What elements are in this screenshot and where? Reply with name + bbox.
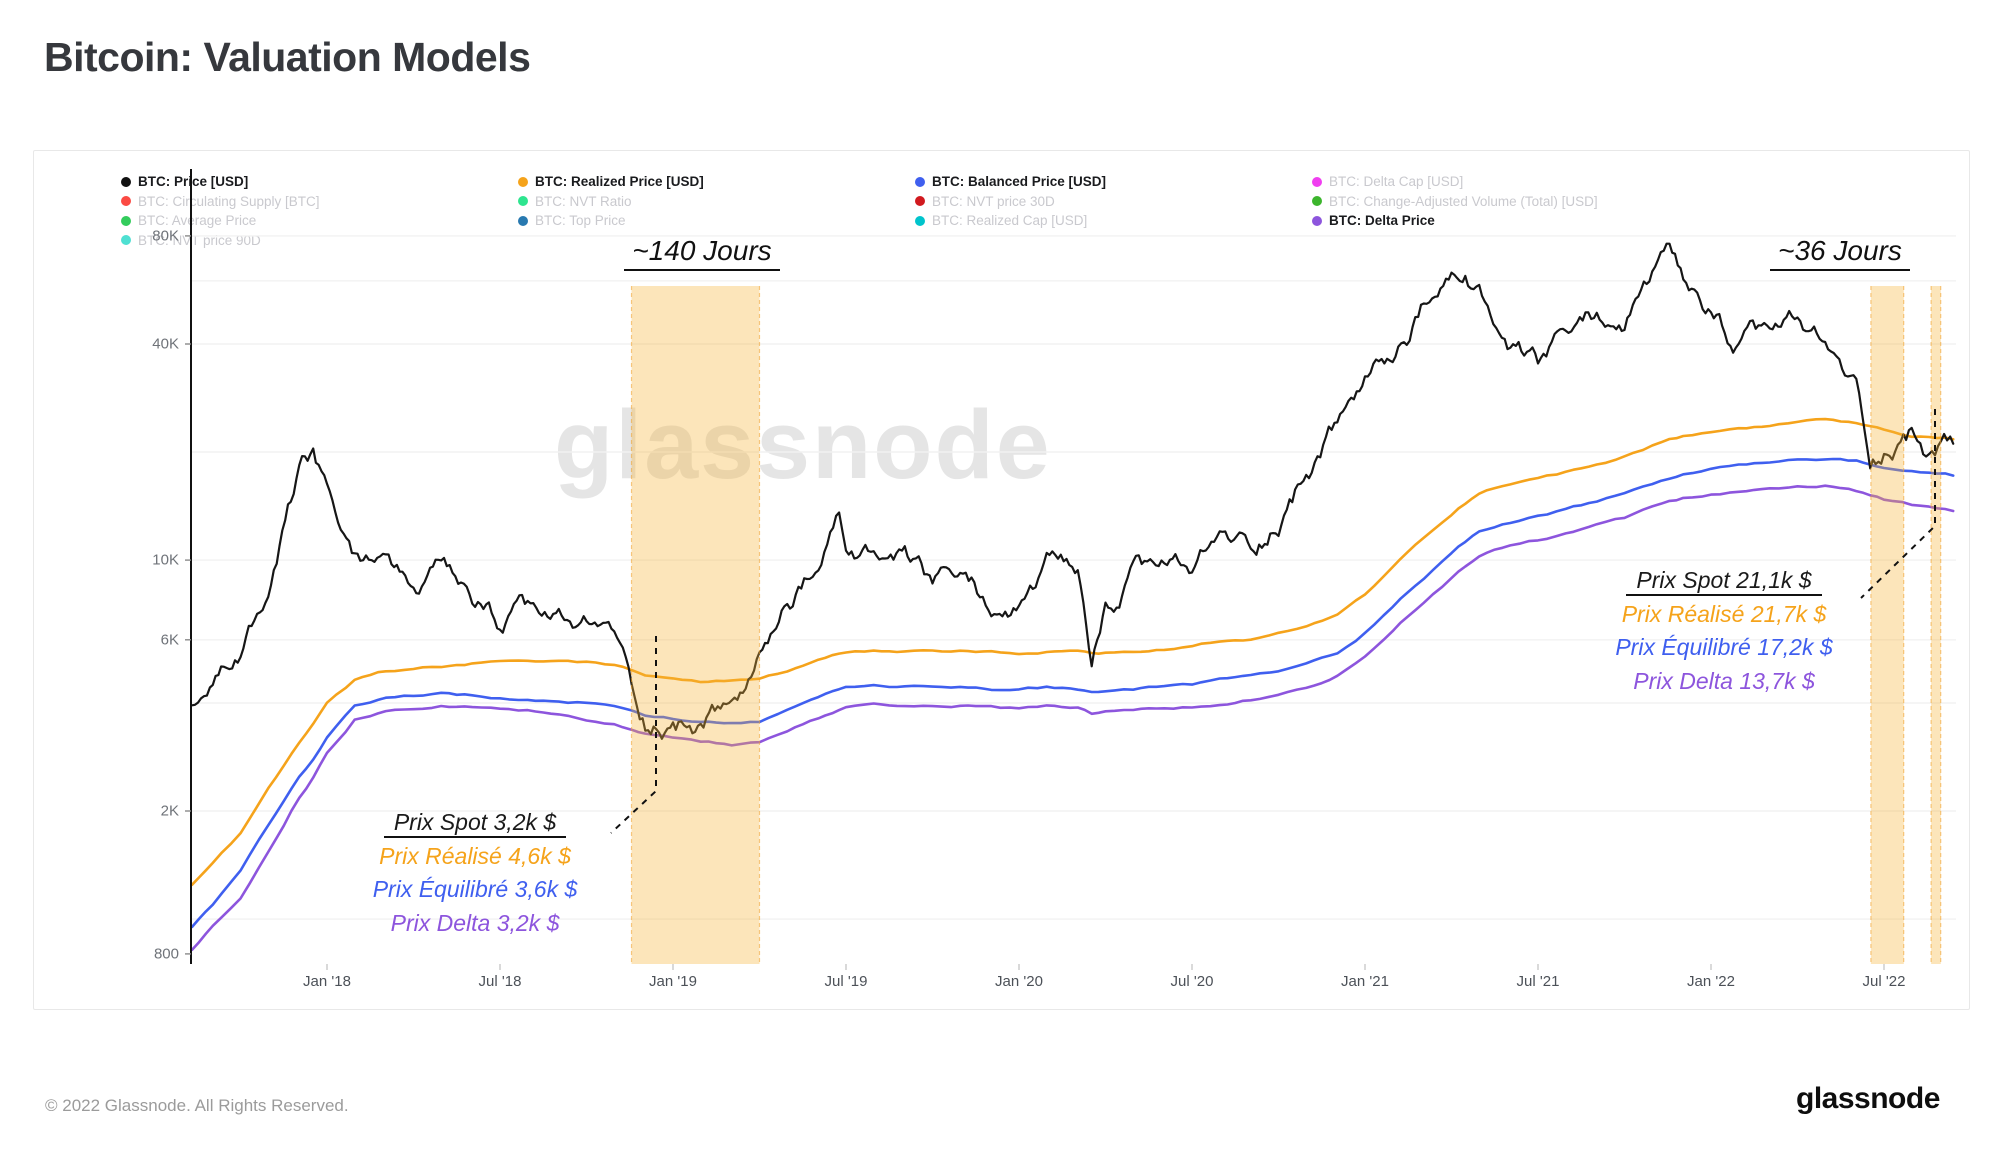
- legend-dot-icon: [915, 215, 925, 226]
- legend-dot-icon: [1312, 196, 1322, 207]
- y-axis-tick-label: 2K: [160, 802, 179, 820]
- copyright-text: © 2022 Glassnode. All Rights Reserved.: [45, 1096, 349, 1115]
- callout-line-delta: Prix Delta 13,7k $: [1633, 667, 1815, 694]
- highlight-band: [631, 286, 760, 964]
- legend-dot-icon: [1312, 176, 1322, 187]
- series-line: [191, 242, 1955, 740]
- legend-dot-icon: [121, 176, 131, 187]
- legend-item[interactable]: BTC: Average Price: [121, 211, 320, 231]
- leader-line-right: [1860, 409, 1936, 599]
- x-axis-tick-label: Jul '21: [1516, 973, 1560, 990]
- y-axis-tick-label: 6K: [160, 631, 179, 649]
- legend-item-label: BTC: NVT price 30D: [932, 193, 1055, 209]
- callout-line-realise: Prix Réalisé 4,6k $: [379, 842, 571, 869]
- legend-dot-icon: [518, 215, 528, 226]
- x-axis-tick-label: Jul '19: [824, 973, 868, 990]
- legend-item[interactable]: BTC: NVT Ratio: [518, 192, 704, 212]
- legend-item[interactable]: BTC: Balanced Price [USD]: [915, 172, 1106, 192]
- x-axis-tick-label: Jan '22: [1687, 973, 1735, 990]
- y-axis-tick-label: 10K: [152, 551, 179, 569]
- legend-item[interactable]: BTC: Change-Adjusted Volume (Total) [USD…: [1312, 192, 1598, 212]
- plot-area: [185, 169, 1956, 970]
- legend-item[interactable]: BTC: Circulating Supply [BTC]: [121, 192, 320, 212]
- callout-line-equilibre: Prix Équilibré 3,6k $: [372, 876, 578, 902]
- callout-2022-values: Prix Spot 21,1k $ Prix Réalisé 21,7k $ P…: [1584, 564, 1864, 698]
- legend-item[interactable]: BTC: Realized Cap [USD]: [915, 211, 1106, 231]
- legend-item-label: BTC: Circulating Supply [BTC]: [138, 193, 320, 209]
- x-axis-tick-label: Jul '18: [478, 973, 522, 990]
- x-axis-tick-label: Jul '20: [1170, 973, 1214, 990]
- legend-item-label: BTC: Balanced Price [USD]: [932, 174, 1107, 190]
- x-axis-tick-label: Jul '22: [1862, 973, 1906, 990]
- legend-item-label: BTC: Change-Adjusted Volume (Total) [USD…: [1329, 193, 1598, 209]
- legend-column: BTC: Balanced Price [USD] BTC: NVT price …: [915, 172, 1106, 231]
- legend-item[interactable]: BTC: Delta Cap [USD]: [1312, 172, 1598, 192]
- highlight-band: [1931, 286, 1941, 964]
- legend-dot-icon: [121, 196, 131, 207]
- legend-item[interactable]: BTC: Delta Price: [1312, 211, 1598, 231]
- legend-item[interactable]: BTC: NVT price 30D: [915, 192, 1106, 212]
- annotation-36-jours: ~36 Jours: [1730, 235, 1950, 271]
- callout-line-realise: Prix Réalisé 21,7k $: [1621, 600, 1827, 627]
- highlight-band: [1870, 286, 1904, 964]
- legend-item-label: BTC: Price [USD]: [138, 174, 249, 190]
- x-axis-tick-label: Jan '19: [649, 973, 697, 990]
- y-axis-tick-label: 40K: [152, 335, 179, 353]
- legend-item[interactable]: BTC: Realized Price [USD]: [518, 172, 704, 192]
- series-line: [190, 484, 1955, 952]
- legend-dot-icon: [915, 176, 925, 187]
- legend-dot-icon: [121, 235, 131, 246]
- legend-dot-icon: [518, 176, 528, 187]
- legend-item-label: BTC: Delta Price: [1329, 213, 1435, 229]
- series-line: [190, 457, 1955, 929]
- y-axis-tick-label: 80K: [152, 227, 179, 245]
- callout-line-spot: Prix Spot 3,2k $: [383, 809, 567, 838]
- legend-item-label: BTC: Average Price: [138, 213, 257, 229]
- callout-line-equilibre: Prix Équilibré 17,2k $: [1615, 634, 1833, 660]
- legend-item-label: BTC: Realized Cap [USD]: [932, 213, 1088, 229]
- legend-column: BTC: Realized Price [USD] BTC: NVT Ratio B…: [518, 172, 704, 231]
- x-axis-tick-label: Jan '18: [303, 973, 351, 990]
- x-axis-tick-label: Jan '20: [995, 973, 1043, 990]
- annotation-140-jours: ~140 Jours: [587, 235, 817, 271]
- legend-item-label: BTC: NVT Ratio: [535, 193, 632, 209]
- legend-item-label: BTC: Realized Price [USD]: [535, 174, 704, 190]
- callout-line-delta: Prix Delta 3,2k $: [390, 909, 560, 936]
- legend-item[interactable]: BTC: Top Price: [518, 211, 704, 231]
- legend-dot-icon: [1312, 215, 1322, 226]
- legend-item-label: BTC: Top Price: [535, 213, 626, 229]
- chart-card: BTC: Price [USD] BTC: Circulating Supply …: [33, 150, 1970, 1010]
- legend-dot-icon: [915, 196, 925, 207]
- leader-line-left: [610, 636, 657, 834]
- callout-2018-lows: Prix Spot 3,2k $ Prix Réalisé 4,6k $ Pri…: [340, 806, 610, 940]
- series-line: [190, 417, 1955, 886]
- legend-column: BTC: Delta Cap [USD] BTC: Change-Adjusted…: [1312, 172, 1598, 231]
- y-axis-tick-label: 800: [153, 945, 179, 963]
- glassnode-logo: glassnode: [1796, 1082, 1940, 1115]
- x-axis-tick-label: Jan '21: [1341, 973, 1389, 990]
- callout-line-spot: Prix Spot 21,1k $: [1626, 567, 1822, 596]
- legend-item-label: BTC: Delta Cap [USD]: [1329, 174, 1464, 190]
- legend-item[interactable]: BTC: Price [USD]: [121, 172, 320, 192]
- legend-column: BTC: Price [USD] BTC: Circulating Supply …: [121, 172, 320, 250]
- legend-dot-icon: [518, 196, 528, 207]
- legend-dot-icon: [121, 215, 131, 226]
- page-title: Bitcoin: Valuation Models: [44, 34, 531, 80]
